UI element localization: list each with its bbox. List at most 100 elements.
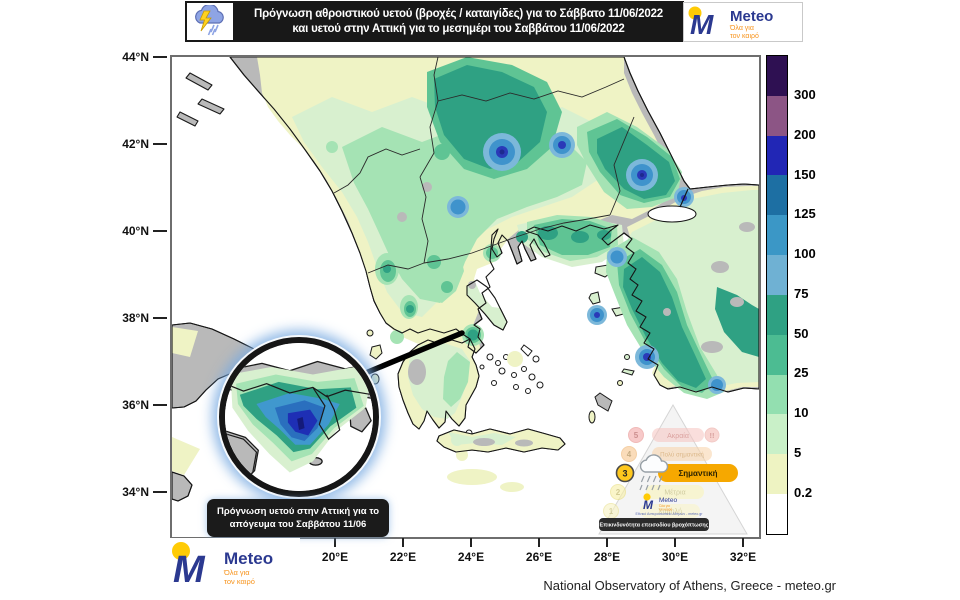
colorbar-label-25: 25 — [794, 365, 809, 380]
lon-label-20e: 20°E — [321, 550, 349, 564]
colorbar-segment — [767, 95, 787, 136]
meteo-logo-top-right: M Meteo Όλα για τον καιρό — [683, 2, 803, 42]
colorbar-label-5: 5 — [794, 445, 802, 460]
lon-label-30e: 30°E — [661, 550, 689, 564]
colorbar-segment — [767, 294, 787, 335]
rain-risk-pyramid: Ακραία !! 5 Πολύ σημαντική 4 Σημαντική 3… — [598, 403, 748, 535]
colorbar-label-10: 10 — [794, 405, 809, 420]
storm-cloud-glyph — [195, 5, 224, 36]
colorbar-label-75: 75 — [794, 286, 809, 301]
page-title-line2: και υετού στην Αττική για το μεσημέρι το… — [292, 22, 625, 35]
dry-gap-patches — [397, 182, 755, 447]
logo-sun-icon — [688, 6, 702, 20]
lon-tick — [470, 538, 472, 547]
logo-tagline-2: τον καιρό — [224, 577, 255, 586]
svg-text:Χαμηλή: Χαμηλή — [658, 509, 682, 516]
logo-m-icon: M — [690, 9, 714, 40]
colorbar-label-150: 150 — [794, 167, 816, 182]
colorbar-label-125: 125 — [794, 206, 816, 221]
lon-label-24e: 24°E — [457, 550, 485, 564]
colorbar-label-50: 50 — [794, 326, 809, 341]
pyramid-caption: Επικινδυνότητα επεισοδίου βροχόπτωσης — [600, 523, 709, 529]
lat-tick — [153, 491, 167, 493]
logo-tagline-2: τον καιρό — [730, 32, 759, 40]
svg-text:2: 2 — [616, 488, 621, 497]
pyramid-logo-caption: Εθνικό Αστεροσκοπείο Αθηνών - meteo.gr — [636, 512, 704, 516]
colorbar-segment — [767, 414, 787, 455]
colorbar-segment — [767, 135, 787, 176]
country-borders-layer — [333, 57, 635, 274]
colorbar-label-0_2: 0.2 — [794, 485, 813, 500]
lon-tick — [742, 538, 744, 547]
svg-text:τον καιρό: τον καιρό — [659, 508, 672, 512]
lon-tick — [538, 538, 540, 547]
header-bar: Πρόγνωση αθροιστικού υετού (βροχές / κατ… — [185, 1, 684, 42]
svg-text:Πολύ σημαντική: Πολύ σημαντική — [660, 452, 704, 459]
lat-label-42n: 42°N — [122, 137, 149, 151]
page-title-line1: Πρόγνωση αθροιστικού υετού (βροχές / κατ… — [254, 7, 663, 20]
page-title: Πρόγνωση αθροιστικού υετού (βροχές / κατ… — [233, 7, 684, 37]
lat-tick — [153, 143, 167, 145]
lon-label-22e: 22°E — [389, 550, 417, 564]
inset-caption-line1: Πρόγνωση υετού στην Αττική για το — [216, 506, 380, 517]
svg-text:!!: !! — [710, 431, 715, 440]
attribution-text: National Observatory of Athens, Greece -… — [543, 578, 836, 593]
colorbar-segment — [767, 454, 787, 495]
logo-tagline-1: Όλα για — [729, 25, 754, 32]
precipitation-map — [172, 57, 759, 537]
coastline-layer — [172, 57, 759, 502]
svg-text:Σημαντική: Σημαντική — [678, 469, 717, 478]
colorbar-segment — [767, 215, 787, 256]
lon-label-32e: 32°E — [729, 550, 757, 564]
attica-inset-map — [219, 337, 379, 497]
logo-tagline-1: Όλα για — [223, 568, 250, 577]
meteo-logo-bottom-left: M Meteo Όλα για τον καιρό — [166, 538, 300, 594]
lon-tick — [334, 538, 336, 547]
lon-label-28e: 28°E — [593, 550, 621, 564]
logo-m-icon: M — [173, 549, 206, 591]
risk-level-1: Χαμηλή 1 — [603, 503, 700, 519]
svg-text:Όλα για: Όλα για — [658, 504, 670, 508]
risk-level-2: Μέτρια 2 — [610, 484, 704, 500]
svg-text:Ακραία: Ακραία — [667, 432, 689, 440]
colorbar-segment — [767, 494, 787, 534]
colorbar-label-200: 200 — [794, 127, 816, 142]
logo-sun-icon — [172, 542, 190, 560]
svg-text:Μέτρια: Μέτρια — [664, 489, 685, 497]
svg-text:Meteo: Meteo — [659, 497, 677, 504]
svg-text:1: 1 — [609, 507, 614, 516]
svg-text:5: 5 — [634, 431, 639, 440]
risk-level-4: Πολύ σημαντική 4 — [621, 446, 712, 462]
attica-mini-map — [225, 343, 373, 491]
lat-tick — [153, 317, 167, 319]
colorbar-label-300: 300 — [794, 87, 816, 102]
risk-level-3-active: Σημαντική 3 — [615, 463, 738, 483]
lat-label-40n: 40°N — [122, 224, 149, 238]
inset-caption-line2: απόγευμα του Σαββάτου 11/06 — [229, 519, 367, 530]
svg-text:3: 3 — [622, 469, 627, 479]
precipitation-layer — [172, 57, 759, 492]
colorbar-segment — [767, 255, 787, 295]
lat-label-38n: 38°N — [122, 311, 149, 325]
inset-caption: Πρόγνωση υετού στην Αττική για το απόγευ… — [207, 499, 389, 537]
map-frame — [170, 55, 761, 539]
logo-brand-name: Meteo — [224, 549, 273, 568]
lon-label-26e: 26°E — [525, 550, 553, 564]
lat-label-34n: 34°N — [122, 485, 149, 499]
pyramid-caption-bar — [599, 518, 709, 531]
storm-cloud-icon — [187, 3, 233, 40]
lat-tick — [153, 56, 167, 58]
lon-tick — [674, 538, 676, 547]
svg-text:M: M — [643, 498, 654, 512]
lat-label-44n: 44°N — [122, 50, 149, 64]
pyramid-meteo-logo: M Meteo Όλα για τον καιρό Εθνικό Αστεροσ… — [636, 493, 704, 516]
colorbar-segment — [767, 175, 787, 216]
colorbar-segment — [767, 374, 787, 415]
colorbar-label-100: 100 — [794, 246, 816, 261]
rain-cloud-icon — [639, 454, 669, 491]
lon-tick — [606, 538, 608, 547]
lat-tick — [153, 404, 167, 406]
lat-tick — [153, 230, 167, 232]
colorbar-segment — [767, 56, 787, 96]
